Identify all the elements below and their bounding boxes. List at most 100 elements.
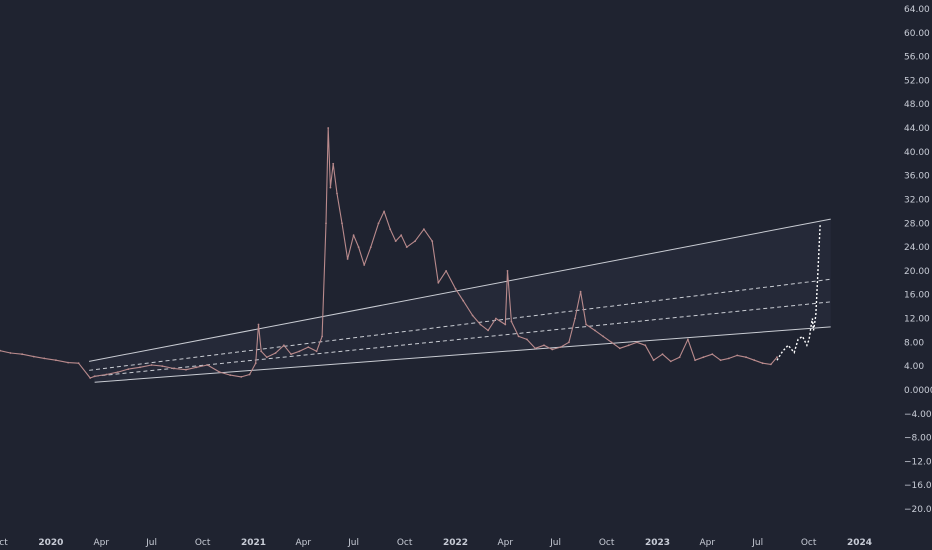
price-point bbox=[161, 365, 164, 367]
price-point bbox=[325, 222, 327, 225]
price-point bbox=[594, 329, 596, 332]
dashed-trendline[interactable] bbox=[94, 301, 831, 377]
price-point bbox=[678, 356, 681, 359]
price-point bbox=[702, 356, 705, 359]
price-point bbox=[346, 258, 349, 260]
channel-fill bbox=[89, 219, 831, 383]
price-point bbox=[260, 350, 263, 353]
price-point bbox=[462, 299, 465, 302]
price-point bbox=[195, 366, 198, 369]
price-point bbox=[431, 240, 434, 243]
x-tick-label: 2022 bbox=[443, 538, 468, 548]
x-tick-label: Oct bbox=[397, 538, 413, 548]
x-axis: Oct 2020 Apr Jul Oct 2021 Apr Jul Oct 2022 Apr Jul O… bbox=[0, 538, 872, 548]
price-point bbox=[218, 371, 221, 373]
y-tick-label: 64.00 bbox=[904, 5, 930, 15]
price-point bbox=[89, 377, 92, 379]
trendline[interactable] bbox=[94, 326, 831, 383]
price-point bbox=[336, 192, 338, 195]
price-point bbox=[719, 359, 722, 362]
x-tick-label: Jul bbox=[145, 538, 157, 548]
price-point bbox=[495, 317, 497, 320]
y-tick-label: 44.00 bbox=[904, 124, 930, 134]
price-point bbox=[332, 162, 335, 165]
price-point bbox=[414, 240, 416, 243]
x-tick-label: Oct bbox=[599, 538, 615, 548]
price-point bbox=[357, 246, 360, 249]
price-point bbox=[394, 240, 397, 243]
price-point bbox=[257, 323, 260, 326]
price-point bbox=[618, 347, 621, 350]
price-point bbox=[574, 317, 576, 320]
y-tick-label: 32.00 bbox=[904, 196, 930, 206]
price-point bbox=[363, 264, 366, 266]
price-point bbox=[728, 357, 730, 360]
price-point bbox=[694, 359, 696, 362]
price-point bbox=[579, 290, 582, 293]
price-point bbox=[745, 356, 747, 359]
y-tick-label: −16.00 bbox=[904, 481, 932, 491]
price-point bbox=[636, 341, 638, 344]
price-point bbox=[127, 368, 130, 370]
x-tick-label: Apr bbox=[296, 538, 312, 548]
x-tick-label: 2021 bbox=[241, 538, 266, 548]
y-tick-label: 40.00 bbox=[904, 148, 930, 158]
price-point bbox=[776, 356, 778, 359]
price-point bbox=[21, 353, 23, 356]
price-point bbox=[471, 314, 474, 317]
price-point bbox=[534, 347, 537, 350]
y-tick-label: −4.00 bbox=[904, 410, 932, 420]
price-point bbox=[479, 323, 482, 326]
price-point bbox=[437, 281, 440, 284]
price-point bbox=[32, 355, 35, 358]
y-tick-label: −8.00 bbox=[904, 434, 932, 444]
price-point bbox=[172, 367, 175, 370]
price-point bbox=[610, 341, 613, 344]
projection-path[interactable] bbox=[776, 223, 821, 361]
price-point bbox=[517, 335, 520, 338]
x-tick-label: 2024 bbox=[847, 538, 872, 548]
channel-fill-layer bbox=[89, 219, 831, 383]
price-point bbox=[389, 228, 392, 231]
price-point bbox=[487, 329, 489, 332]
price-point bbox=[652, 359, 655, 362]
x-tick-label: 2020 bbox=[38, 538, 63, 548]
price-point bbox=[405, 246, 408, 249]
price-point bbox=[504, 323, 507, 326]
y-tick-label: −12.00 bbox=[904, 457, 932, 467]
price-point bbox=[661, 353, 664, 356]
price-point bbox=[298, 350, 301, 353]
x-tick-label: Apr bbox=[700, 538, 716, 548]
price-point bbox=[248, 373, 251, 376]
price-point bbox=[770, 363, 772, 366]
price-point bbox=[506, 270, 509, 272]
price-point bbox=[9, 352, 12, 354]
price-point bbox=[400, 234, 403, 237]
y-tick-label: 24.00 bbox=[904, 243, 930, 253]
price-point bbox=[568, 341, 570, 344]
price-point bbox=[377, 222, 380, 225]
price-point bbox=[0, 349, 1, 352]
price-series-layer bbox=[0, 127, 821, 379]
x-tick-label: Jul bbox=[751, 538, 763, 548]
price-point bbox=[55, 359, 57, 362]
price-point bbox=[543, 344, 545, 347]
x-tick-label: Apr bbox=[498, 538, 514, 548]
price-point bbox=[329, 186, 332, 189]
x-tick-label: Oct bbox=[195, 538, 211, 548]
price-point bbox=[383, 210, 385, 213]
trendline[interactable] bbox=[89, 218, 831, 362]
y-tick-label: 48.00 bbox=[904, 100, 930, 110]
y-tick-label: 56.00 bbox=[904, 53, 930, 63]
price-point bbox=[627, 344, 630, 347]
price-point bbox=[526, 338, 528, 341]
y-tick-label: 12.00 bbox=[904, 315, 930, 325]
price-point bbox=[206, 364, 209, 366]
dashed-trendline[interactable] bbox=[89, 278, 831, 371]
y-tick-label: 4.00 bbox=[904, 362, 924, 372]
y-tick-label: 0.0000 bbox=[904, 386, 932, 396]
price-point bbox=[454, 287, 457, 290]
price-point bbox=[321, 335, 323, 338]
price-point bbox=[43, 357, 46, 360]
